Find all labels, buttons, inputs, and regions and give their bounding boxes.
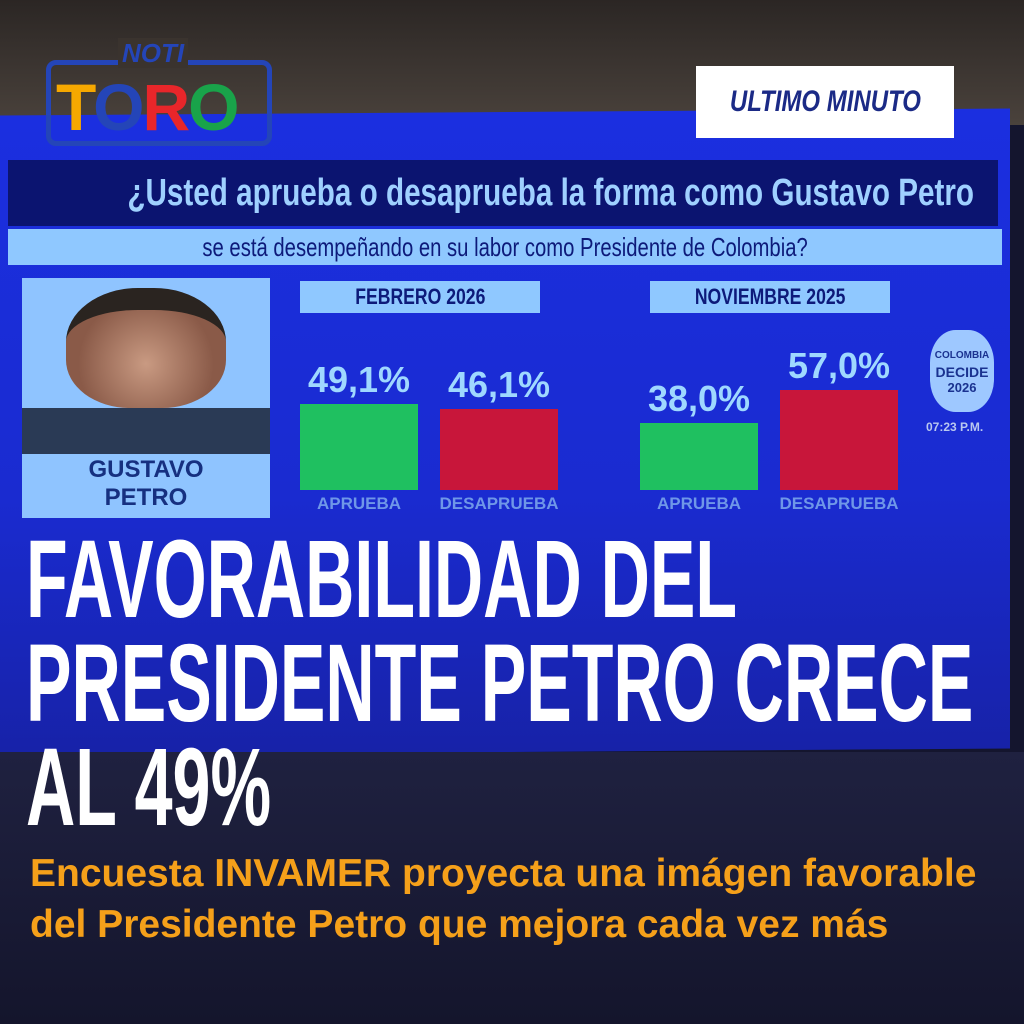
- photo-caption: GUSTAVO PETRO: [22, 456, 270, 512]
- bar-desaprueba: [780, 390, 898, 490]
- headline-line-2: PRESIDENTE PETRO CRECE: [26, 622, 974, 745]
- broadcast-time: 07:23 P.M.: [926, 420, 984, 434]
- bar-value-label: 57,0%: [787, 345, 891, 386]
- bar-value-label: 46,1%: [447, 364, 551, 406]
- bar-aprueba: [300, 403, 418, 490]
- logo-line: DECIDE: [935, 364, 989, 380]
- bar-category-label: DESAPRUEBA: [439, 494, 559, 513]
- headline-line-1: FAVORABILIDAD DEL: [26, 518, 738, 641]
- candidate-suit: [22, 408, 270, 454]
- bar-category-label: APRUEBA: [656, 494, 742, 513]
- question-line-1: ¿Usted aprueba o desaprueba la forma com…: [8, 160, 998, 226]
- question-line-2: se está desempeñando en su labor como Pr…: [8, 229, 1002, 265]
- logo-letter: R: [142, 70, 190, 144]
- bar-category-label: DESAPRUEBA: [779, 494, 899, 513]
- logo-letter: O: [188, 70, 239, 144]
- logo-line: 2026: [947, 380, 977, 395]
- bar-desaprueba: [440, 409, 558, 490]
- bar-value-label: 49,1%: [307, 358, 411, 400]
- bar-value-label: 38,0%: [647, 378, 751, 420]
- logo-letter: O: [93, 70, 144, 144]
- ultimo-minuto-badge: ULTIMO MINUTO: [696, 66, 954, 138]
- caption-last: PETRO: [104, 484, 188, 511]
- bar-category-label: APRUEBA: [316, 494, 402, 513]
- period-label-feb: FEBRERO 2026: [300, 281, 540, 313]
- caption-first: GUSTAVO: [88, 456, 204, 483]
- candidate-photo: GUSTAVO PETRO: [22, 278, 270, 518]
- candidate-face: [66, 288, 226, 408]
- colombia-decide-logo: COLOMBIA DECIDE 2026: [930, 330, 994, 412]
- logo-line: COLOMBIA: [934, 350, 990, 361]
- bar-aprueba: [640, 423, 758, 490]
- logo-noti-text: NOTI: [118, 38, 189, 68]
- period-label-nov: NOVIEMBRE 2025: [650, 281, 890, 313]
- logo-letter: T: [56, 70, 95, 144]
- logo-toro-text: TORO: [56, 70, 239, 144]
- background-bottom: [0, 752, 1024, 1024]
- headline-line-3: AL 49%: [26, 726, 272, 849]
- subheadline: Encuesta INVAMER proyecta una imágen fav…: [30, 852, 977, 946]
